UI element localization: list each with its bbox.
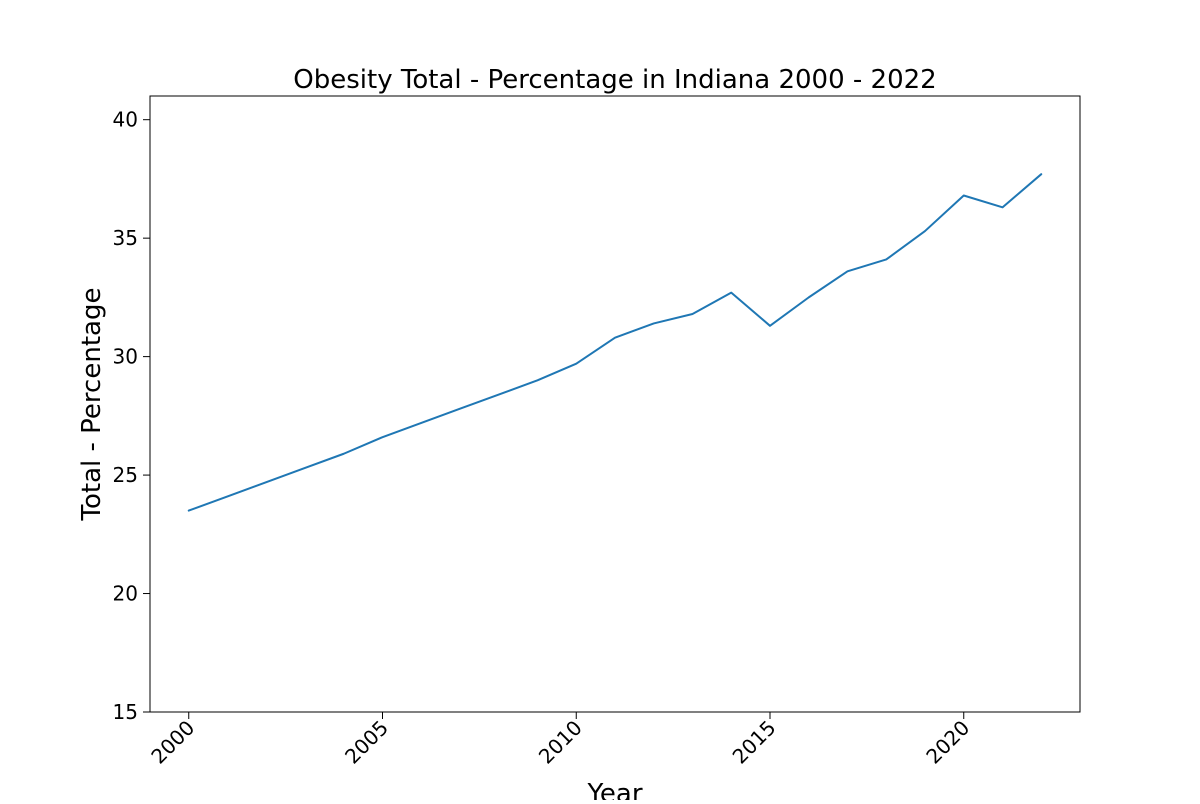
plot-frame [150,96,1080,712]
y-axis-ticks: 15 20 25 30 35 40 [113,108,150,724]
x-tick-label: 2020 [921,716,974,769]
y-tick-label: 20 [113,582,138,606]
y-tick-label: 35 [113,226,138,250]
y-axis-label: Total - Percentage [77,288,107,522]
y-tick-label: 40 [113,108,138,132]
y-tick-label: 15 [113,700,138,724]
y-tick-label: 30 [113,345,138,369]
x-tick-label: 2015 [728,716,781,769]
x-axis-ticks: 2000 2005 2010 2015 2020 [146,712,974,769]
chart-title: Obesity Total - Percentage in Indiana 20… [293,65,936,95]
x-axis-label: Year [586,779,642,800]
x-tick-label: 2000 [146,716,199,769]
x-tick-label: 2005 [340,716,393,769]
series-layer [189,174,1042,511]
y-tick-label: 25 [113,463,138,487]
series-line [189,174,1042,510]
x-tick-label: 2010 [534,716,587,769]
